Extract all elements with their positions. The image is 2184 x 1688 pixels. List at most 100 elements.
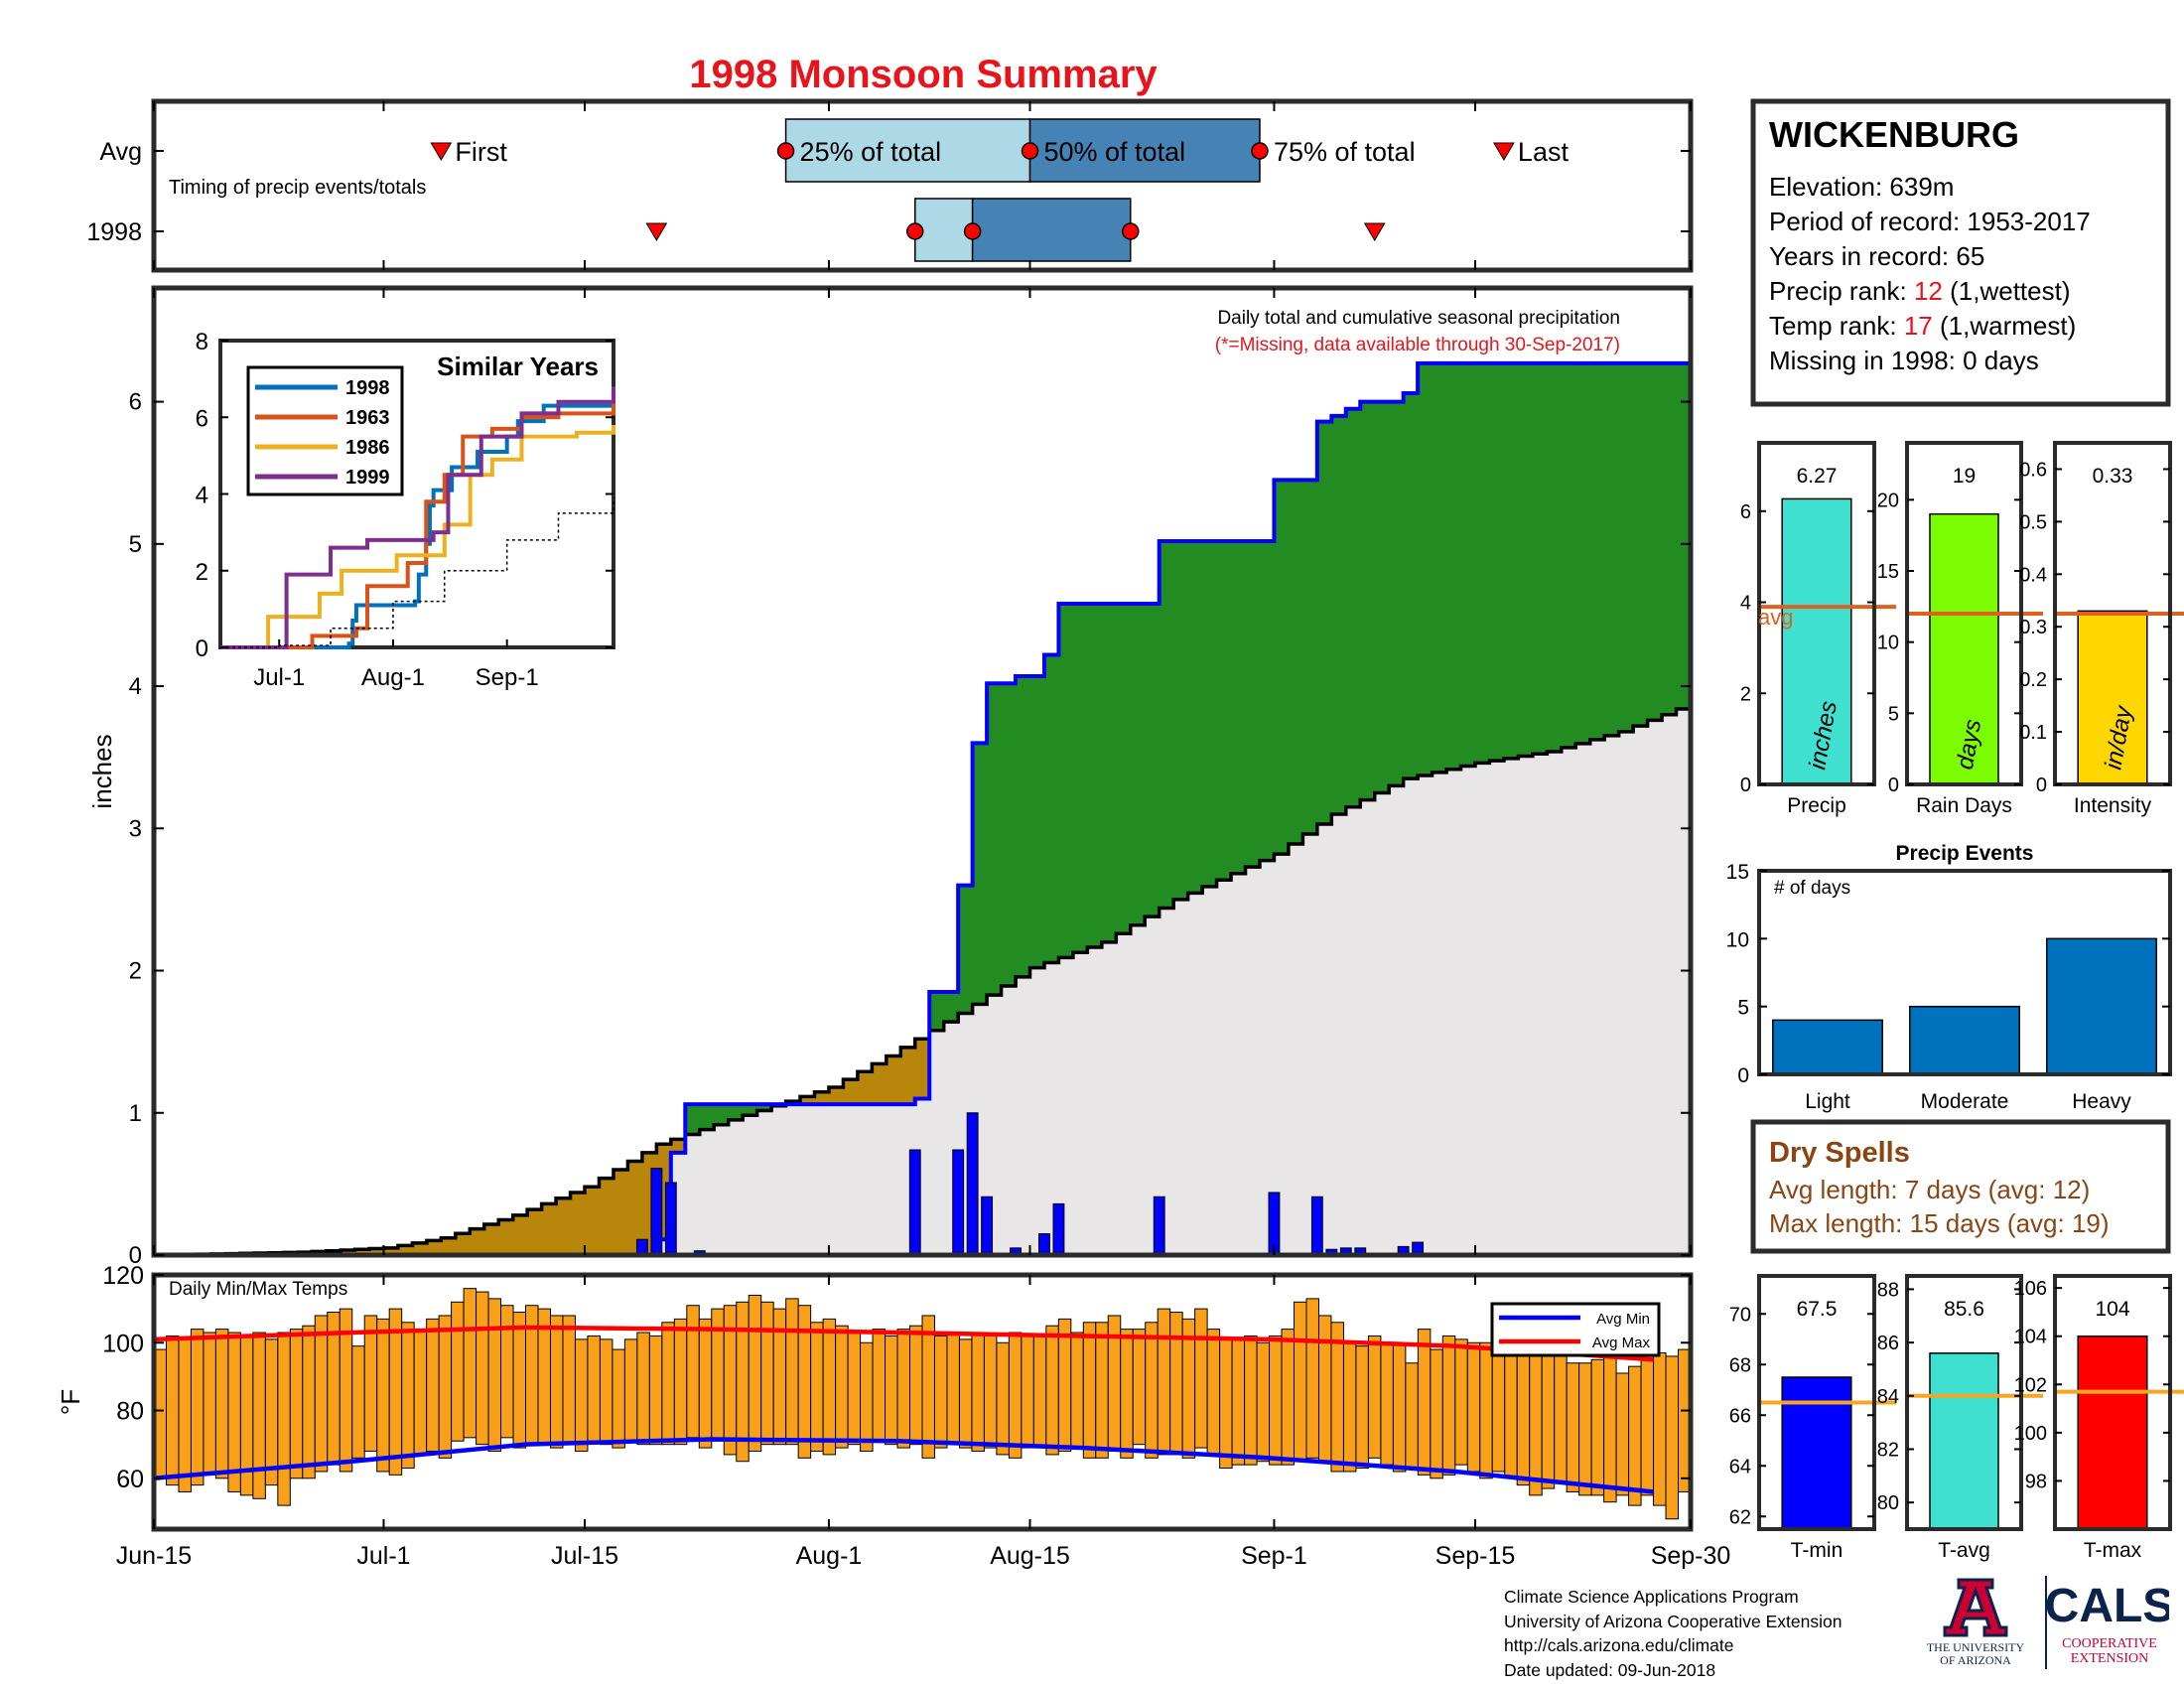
y1998-25-50-box	[914, 198, 974, 262]
dry-spells-box: Dry Spells Avg length: 7 days (avg: 12) Ma…	[1750, 1119, 2171, 1254]
mini-y-tick-label: 0.2	[2019, 669, 2047, 691]
daily-temp-range-bar	[549, 1315, 564, 1449]
daily-temp-range-bar	[487, 1298, 502, 1452]
events-y-tick-label: 0	[1737, 1064, 1749, 1087]
daily-temp-range-bar	[1169, 1312, 1183, 1456]
mini-y-tick-label: 0	[2036, 774, 2047, 796]
y-tick-label: 3	[129, 815, 142, 842]
temp-panel-title: Daily Min/Max Temps	[169, 1279, 347, 1300]
temp-rank-part: (1,warmest)	[1933, 311, 2076, 341]
daily-temp-range-bar	[1157, 1308, 1171, 1456]
daily-temp-range-bar	[1305, 1298, 1319, 1459]
ua-logo-line: OF ARIZONA	[1940, 1653, 2011, 1667]
mini-y-tick-label: 82	[1877, 1439, 1899, 1461]
daily-temp-range-bar	[1541, 1352, 1556, 1489]
daily-temp-range-bar	[302, 1325, 316, 1479]
temp-plot-frame	[151, 1272, 1694, 1532]
event-category-label: Light	[1805, 1090, 1850, 1113]
summary-category-label: Rain Days	[1916, 794, 2012, 817]
daily-temp-range-bar	[1590, 1358, 1605, 1496]
daily-temp-range-bar	[178, 1338, 192, 1492]
summary-bar-intensity	[2077, 610, 2148, 785]
daily-temp-range-bar	[1032, 1335, 1047, 1449]
daily-temp-range-bar	[1008, 1332, 1023, 1459]
daily-temp-range-bar	[1206, 1329, 1221, 1456]
daily-temp-range-bar	[438, 1315, 453, 1459]
temp-y-tick-label: 60	[116, 1466, 144, 1493]
mini-y-tick-label: 6	[1740, 501, 1751, 523]
dry-spells-frame	[1750, 1119, 2171, 1254]
mini-panel-frame	[1905, 441, 2023, 786]
event-bar-light	[1772, 1019, 1883, 1075]
daily-precip-bar	[1052, 1202, 1065, 1256]
temp-rank-part: Temp rank:	[1769, 311, 1897, 341]
inset-x-tick-label: Jul-1	[253, 664, 305, 691]
mini-y-tick-label: 70	[1729, 1304, 1751, 1326]
mini-y-tick-label: 84	[1877, 1386, 1899, 1408]
daily-temp-range-bar	[1504, 1335, 1518, 1479]
daily-temp-range-bar	[810, 1322, 824, 1452]
mini-y-tick-label: 5	[1888, 703, 1899, 725]
events-y-tick-label: 10	[1726, 928, 1749, 951]
daily-precip-bar	[952, 1149, 965, 1256]
daily-temp-range-bar	[1082, 1322, 1097, 1459]
events-y-tick-label: 15	[1726, 861, 1749, 884]
daily-temp-range-bar	[612, 1348, 625, 1449]
temp-y-tick-label: 80	[116, 1398, 144, 1426]
mini-y-tick-label: 98	[2025, 1471, 2047, 1492]
daily-temp-range-bar	[1057, 1318, 1072, 1452]
station-name: WICKENBURG	[1769, 114, 2019, 155]
cals-logo: CALS COOPERATIVE EXTENSION	[2045, 1576, 2169, 1669]
daily-precip-bar	[664, 1182, 677, 1256]
daily-temp-range-bar	[636, 1332, 650, 1446]
timing-label-p25: 25% of total	[800, 137, 942, 167]
mini-panel-frame	[1905, 1274, 2023, 1531]
y-tick-label: 2	[129, 958, 142, 985]
inset-y-tick-label: 8	[196, 329, 208, 355]
daily-temp-range-bar	[363, 1315, 378, 1452]
similar-years-inset: 0 2 4 6 8 Jul-1 Aug-1 Sep-1 Similar Years 1998 196…	[196, 329, 615, 691]
daily-temp-range-bar	[909, 1325, 923, 1446]
event-bar-moderate	[1909, 1005, 2020, 1075]
timing-row-label: Avg	[99, 138, 142, 166]
summary-value-label: 6.27	[1797, 465, 1838, 488]
daily-precip-bar	[981, 1196, 994, 1256]
station-period: Period of record: 1953-2017	[1769, 207, 2091, 236]
legend-label: 1963	[345, 407, 390, 429]
daily-temp-range-bar	[661, 1322, 675, 1446]
daily-temp-range-bar	[648, 1335, 663, 1446]
daily-temp-range-bar	[1145, 1322, 1159, 1459]
cals-logo-word: CALS	[2045, 1580, 2169, 1632]
mini-y-tick-label: 0.5	[2019, 511, 2047, 533]
footer-line: University of Arizona Cooperative Extens…	[1504, 1611, 1843, 1631]
daily-temp-range-bar	[1045, 1325, 1059, 1456]
mini-panel-frame	[2053, 441, 2172, 786]
daily-precip-bar	[908, 1149, 921, 1256]
footer-line: Climate Science Applications Program	[1504, 1587, 1799, 1607]
daily-temp-range-bar	[1231, 1338, 1246, 1466]
station-elevation: Elevation: 639m	[1769, 172, 1954, 202]
percentile-dot-marker	[1251, 142, 1269, 160]
footer-link[interactable]: http://cals.arizona.edu/climate	[1504, 1635, 1734, 1655]
series-line-1963	[220, 394, 615, 649]
daily-temp-range-bar	[463, 1288, 478, 1439]
footer-date: Date updated: 09-Jun-2018	[1504, 1659, 1716, 1680]
timing-caption: Timing of precip events/totals	[169, 177, 426, 199]
daily-temp-range-bar	[1578, 1362, 1592, 1496]
daily-temp-range-bar	[214, 1329, 229, 1479]
daily-temp-range-bar	[203, 1332, 216, 1476]
series-line-avg	[220, 497, 614, 648]
event-category-label: Heavy	[2072, 1090, 2131, 1113]
daily-temp-range-bar	[1628, 1365, 1642, 1506]
daily-temp-range-bar	[1615, 1372, 1630, 1496]
mini-y-tick-label: 66	[1729, 1405, 1751, 1427]
inset-x-tick-label: Aug-1	[361, 664, 425, 691]
daily-temp-range-bar	[1417, 1329, 1432, 1476]
mini-y-tick-label: 88	[1877, 1279, 1899, 1301]
dry-spells-max: Max length: 15 days (avg: 19)	[1769, 1208, 2110, 1238]
mini-panel-frame	[2053, 1274, 2172, 1531]
station-years: Years in record: 65	[1769, 241, 1984, 271]
daily-temp-range-bar	[451, 1301, 465, 1442]
precip-main-panel: 0 1 2 3 4 5 6 inches Daily total and cumulative …	[87, 285, 1694, 1269]
